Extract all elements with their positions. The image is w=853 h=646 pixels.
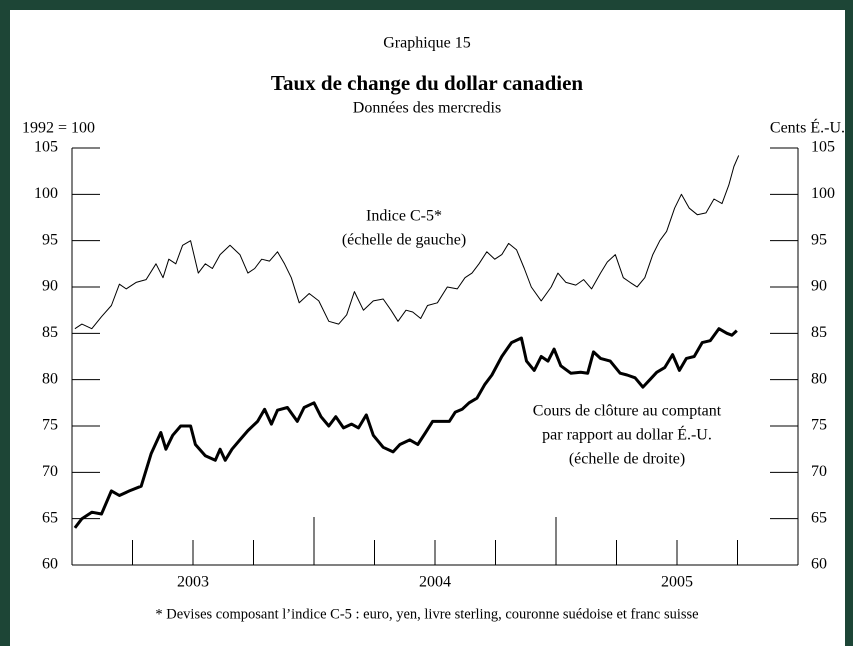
y-tick-label: 75 <box>42 417 58 434</box>
x-tick-label: 2003 <box>177 574 209 591</box>
series-line <box>74 155 740 330</box>
y2-tick-label: 95 <box>811 231 827 248</box>
y-tick-label: 60 <box>42 556 58 573</box>
series-line <box>73 327 738 529</box>
y-axis-label: 1992 = 100 <box>22 120 95 137</box>
y2-axis-label: Cents É.-U. <box>770 118 845 137</box>
y-tick-label: 100 <box>34 185 58 202</box>
y2-tick-label: 80 <box>811 370 827 387</box>
y-tick-label: 95 <box>42 231 58 248</box>
y2-tick-label: 100 <box>811 185 835 202</box>
y2-tick-label: 75 <box>811 417 827 434</box>
y2-tick-label: 70 <box>811 463 827 480</box>
chart-label: Graphique 15 <box>383 35 471 52</box>
x-tick-label: 2004 <box>419 574 451 591</box>
y-tick-label: 80 <box>42 370 58 387</box>
y2-tick-label: 60 <box>811 556 827 573</box>
y-tick-label: 105 <box>34 139 58 156</box>
y-tick-label: 90 <box>42 278 58 295</box>
footnote: * Devises composant l’indice C-5 : euro,… <box>155 606 698 622</box>
annotation: par rapport au dollar É.-U. <box>542 425 712 444</box>
y-tick-label: 70 <box>42 463 58 480</box>
y-tick-label: 65 <box>42 509 58 526</box>
y2-tick-label: 65 <box>811 509 827 526</box>
y2-tick-label: 90 <box>811 278 827 295</box>
panel <box>10 10 845 646</box>
annotation: (échelle de gauche) <box>342 232 466 249</box>
y-tick-label: 85 <box>42 324 58 341</box>
x-tick-label: 2005 <box>661 574 693 591</box>
chart-title: Taux de change du dollar canadien <box>271 71 583 95</box>
y2-tick-label: 85 <box>811 324 827 341</box>
y2-tick-label: 105 <box>811 139 835 156</box>
annotation: Cours de clôture au comptant <box>533 403 722 420</box>
annotation: Indice C-5* <box>366 208 442 225</box>
annotation: (échelle de droite) <box>569 451 685 468</box>
chart-subtitle: Données des mercredis <box>353 100 501 117</box>
